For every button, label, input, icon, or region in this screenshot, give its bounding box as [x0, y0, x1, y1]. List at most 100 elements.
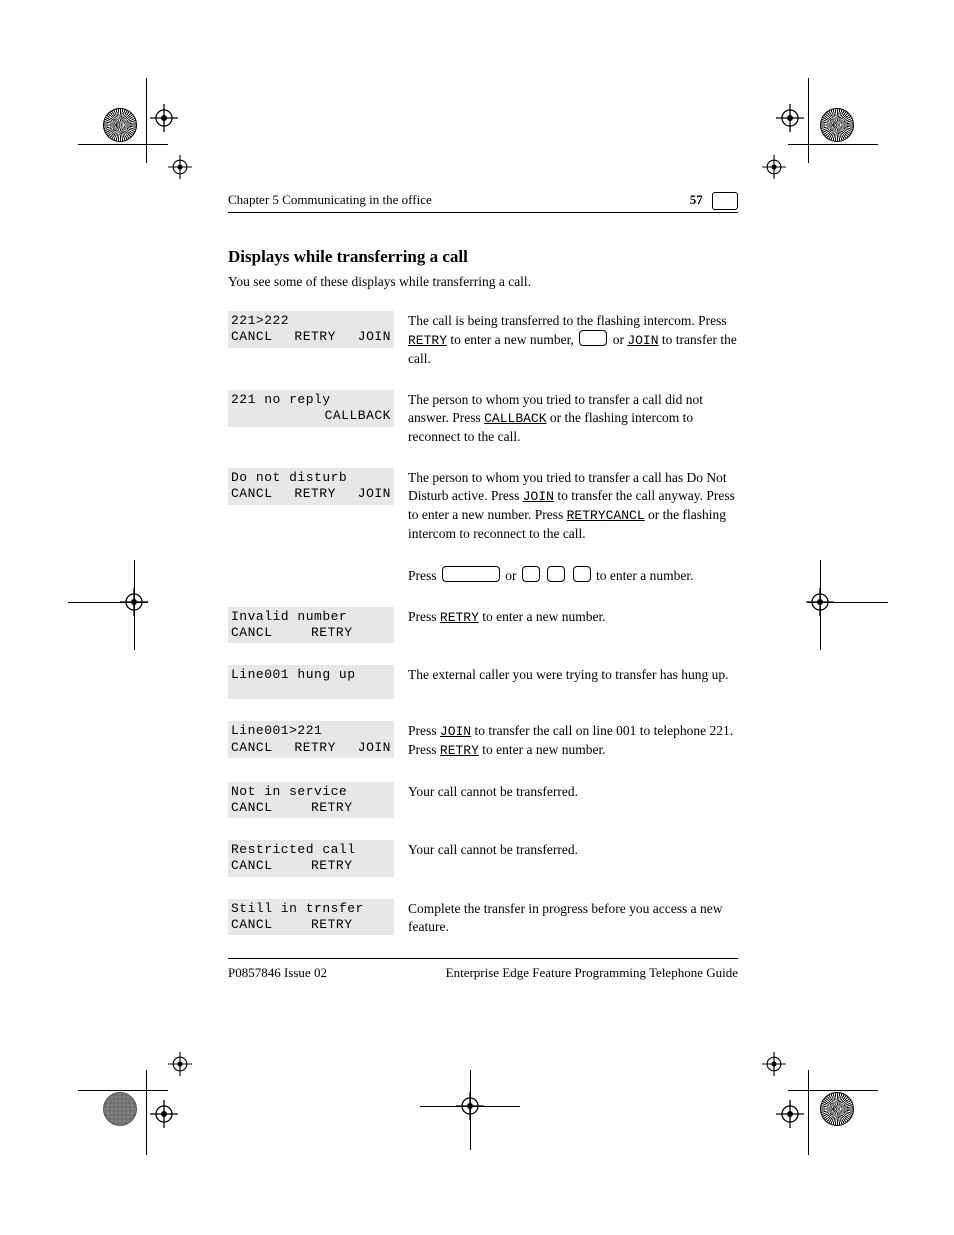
lcd-softkeys: CANCLRETRY — [231, 858, 391, 874]
entry-description: Complete the transfer in progress before… — [408, 899, 738, 936]
crosshair-icon — [150, 104, 178, 132]
lcd-softkeys: CANCL RETRY — [231, 625, 391, 641]
entry-description: Your call cannot be transferred. — [408, 782, 738, 801]
lcd-softkey-left: CANCL — [231, 625, 273, 641]
crop-line — [68, 602, 148, 603]
display-entry: Do not disturbCANCLRETRYJOINThe person t… — [228, 468, 738, 543]
display-entry: Line001>221CANCL RETRY JOIN Press JOIN to t… — [228, 721, 738, 759]
lcd-line1: 221 no reply — [231, 392, 391, 408]
lcd-softkey-right: JOIN — [358, 740, 391, 756]
dialpad-key-icon — [547, 566, 565, 582]
display-entry: 221 no replyCALLBACKThe person to whom y… — [228, 390, 738, 446]
crop-line — [146, 78, 147, 163]
lcd-softkey-mid: RETRY — [294, 486, 336, 502]
entry-description: The person to whom you tried to transfer… — [408, 468, 738, 543]
lcd-line1: Still in trnsfer — [231, 901, 391, 917]
entries-list: 221>222CANCLRETRYJOINThe call is being t… — [228, 311, 738, 936]
display-entry: Restricted callCANCLRETRY Your call canno… — [228, 840, 738, 877]
softkey-label: RETRY — [440, 610, 479, 625]
crosshair-icon — [762, 1052, 790, 1080]
crosshair-icon — [168, 155, 196, 183]
lcd-column: 221 no replyCALLBACK — [228, 390, 394, 427]
entry-description: Your call cannot be transferred. — [408, 840, 738, 859]
section-subtitle: You see some of these displays while tra… — [228, 273, 738, 291]
lcd-softkey-right: CALLBACK — [325, 408, 391, 424]
entry-description: Press or to enter a number. — [408, 565, 738, 585]
lcd-softkey-mid: RETRY — [294, 740, 336, 756]
lcd-softkey-mid: RETRY — [311, 917, 353, 933]
display-entry: 221>222CANCLRETRYJOINThe call is being t… — [228, 311, 738, 368]
lcd-softkeys: CALLBACK — [231, 408, 391, 424]
crop-line — [808, 78, 809, 163]
crop-line — [146, 1070, 147, 1155]
lcd-softkey-left: CANCL — [231, 917, 273, 933]
lcd-line1: Line001 hung up — [231, 667, 391, 683]
crop-line — [78, 144, 168, 145]
regmark-disc-icon — [103, 1092, 137, 1126]
lcd-softkey-left: CANCL — [231, 800, 273, 816]
phone-display: Line001>221CANCL RETRY JOIN — [228, 721, 394, 758]
crop-line — [788, 144, 878, 145]
lcd-line1: 221>222 — [231, 313, 391, 329]
lcd-softkey-left: CANCL — [231, 858, 273, 874]
phone-display: Invalid numberCANCL RETRY — [228, 607, 394, 644]
phone-display: Still in trnsferCANCL RETRY — [228, 899, 394, 936]
crosshair-icon — [150, 1100, 178, 1128]
softkey-label: RETRY — [408, 333, 447, 348]
page-number-box-icon — [712, 192, 738, 210]
dialpad-key-icon — [522, 566, 540, 582]
content-area: Chapter 5 Communicating in the office 57… — [228, 188, 738, 981]
crosshair-icon — [762, 155, 790, 183]
lcd-line1: Not in service — [231, 784, 391, 800]
display-entry: Not in serviceCANCLRETRY Your call cannot… — [228, 782, 738, 819]
entry-description: Press RETRY to enter a new number. — [408, 607, 738, 627]
lcd-softkey-left: CANCL — [231, 486, 273, 502]
softkey-label: CANCL — [606, 508, 645, 523]
entry-description: The external caller you were trying to t… — [408, 665, 738, 684]
crop-line — [470, 1070, 471, 1150]
footer-left: P0857846 Issue 02 — [228, 965, 327, 981]
phone-display: Line001 hung up — [228, 665, 394, 699]
lcd-softkey-left: CANCL — [231, 740, 273, 756]
section-title: Displays while transferring a call — [228, 247, 738, 267]
lcd-softkey-mid: RETRY — [311, 625, 353, 641]
lcd-line1: Line001>221 — [231, 723, 391, 739]
phone-display: Restricted callCANCLRETRY — [228, 840, 394, 877]
lcd-column: Line001 hung up — [228, 665, 394, 699]
crosshair-icon — [776, 104, 804, 132]
page-number: 57 — [690, 192, 703, 207]
phone-display: 221>222CANCLRETRYJOIN — [228, 311, 394, 348]
running-footer: P0857846 Issue 02 Enterprise Edge Featur… — [228, 965, 738, 981]
footer-right: Enterprise Edge Feature Programming Tele… — [446, 965, 738, 981]
display-entry: Invalid numberCANCLRETRYPress RETRY to e… — [228, 607, 738, 644]
softkey-label: RETRY — [567, 508, 606, 523]
softkey-label: JOIN — [523, 489, 554, 504]
lcd-line1: Restricted call — [231, 842, 391, 858]
crop-line — [134, 560, 135, 650]
lcd-softkeys: CANCLRETRY — [231, 800, 391, 816]
page: Chapter 5 Communicating in the office 57… — [0, 0, 954, 1235]
display-entry: Still in trnsferCANCL RETRY Complete the t… — [228, 899, 738, 936]
lcd-column: Do not disturbCANCLRETRYJOIN — [228, 468, 394, 505]
lcd-softkeys: CANCL RETRY JOIN — [231, 740, 391, 756]
crop-line — [78, 1090, 168, 1091]
regmark-disc-icon — [820, 1092, 854, 1126]
lcd-column: Restricted callCANCLRETRY — [228, 840, 394, 877]
dialpad-key-icon — [573, 566, 591, 582]
lcd-softkey-right: JOIN — [358, 329, 391, 345]
hold-key-icon — [579, 330, 607, 346]
header-rule — [228, 212, 738, 213]
crosshair-icon — [168, 1052, 196, 1080]
regmark-disc-icon — [820, 108, 854, 142]
lcd-column: Still in trnsferCANCL RETRY — [228, 899, 394, 936]
crop-line — [788, 1090, 878, 1091]
running-header: Chapter 5 Communicating in the office 57 — [228, 192, 738, 210]
lcd-column: Invalid numberCANCL RETRY — [228, 607, 394, 644]
phone-display: Not in serviceCANCLRETRY — [228, 782, 394, 819]
display-entry: Line001 hung up The external caller you w… — [228, 665, 738, 699]
footer-rule — [228, 958, 738, 959]
lcd-line1: Do not disturb — [231, 470, 391, 486]
entry-description: Press JOIN to transfer the call on line … — [408, 721, 738, 759]
lcd-line1: Invalid number — [231, 609, 391, 625]
phone-display: Do not disturbCANCLRETRYJOIN — [228, 468, 394, 505]
